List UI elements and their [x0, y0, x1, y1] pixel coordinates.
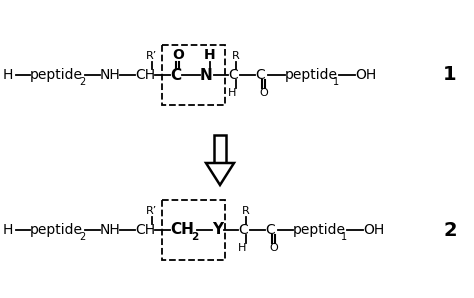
Text: 1: 1: [341, 232, 347, 242]
Text: C: C: [170, 68, 181, 83]
Text: 1: 1: [443, 66, 457, 85]
Text: H: H: [238, 243, 246, 253]
Text: O: O: [260, 88, 268, 98]
Text: peptide: peptide: [30, 223, 83, 237]
Text: peptide: peptide: [285, 68, 338, 82]
Text: 1: 1: [333, 77, 339, 87]
Text: peptide: peptide: [30, 68, 83, 82]
Text: R’: R’: [146, 206, 158, 216]
Text: Y: Y: [212, 223, 223, 238]
Text: CH: CH: [135, 223, 155, 237]
Text: H: H: [3, 223, 13, 237]
Text: 2: 2: [443, 221, 457, 240]
Text: OH: OH: [363, 223, 384, 237]
Text: OH: OH: [355, 68, 376, 82]
Text: C: C: [265, 223, 275, 237]
Text: C: C: [228, 68, 238, 82]
Polygon shape: [214, 135, 226, 163]
Text: CH: CH: [135, 68, 155, 82]
Polygon shape: [206, 163, 234, 185]
Text: NH: NH: [100, 68, 121, 82]
Text: H: H: [204, 48, 216, 62]
Bar: [162, 45, 225, 105]
Text: R: R: [242, 206, 250, 216]
Text: R’: R’: [146, 51, 158, 61]
Text: peptide: peptide: [293, 223, 346, 237]
Text: O: O: [270, 243, 278, 253]
Text: 2: 2: [79, 232, 85, 242]
Text: N: N: [200, 68, 213, 83]
Text: C: C: [238, 223, 248, 237]
Text: O: O: [172, 48, 184, 62]
Text: H: H: [3, 68, 13, 82]
Text: H: H: [228, 88, 237, 98]
Text: 2: 2: [191, 232, 198, 242]
Text: R: R: [232, 51, 240, 61]
Text: CH: CH: [170, 223, 194, 238]
Bar: [162, 200, 225, 260]
Text: NH: NH: [100, 223, 121, 237]
Text: 2: 2: [79, 77, 85, 87]
Text: C: C: [255, 68, 265, 82]
